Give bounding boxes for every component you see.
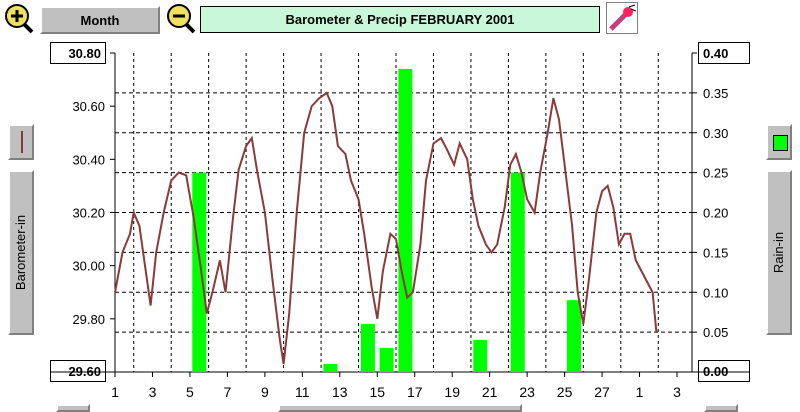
- rain-tick-label: 0.30: [703, 126, 728, 141]
- barometer-line: [114, 91, 658, 365]
- rain-color-swatch[interactable]: [766, 124, 792, 160]
- rain-bar: [398, 68, 413, 372]
- x-tick-label: 13: [332, 384, 348, 400]
- rain-bar-icon: [773, 135, 788, 151]
- x-tick-label: 5: [186, 384, 194, 400]
- x-tick-label: 23: [519, 384, 535, 400]
- barometer-max-value: 30.80: [68, 45, 101, 61]
- barometer-axis-button[interactable]: Barometer-in: [8, 170, 34, 335]
- x-tick-label: 11: [295, 384, 310, 400]
- scroll-left-button[interactable]: [56, 404, 90, 412]
- x-tick-label: 3: [149, 384, 157, 400]
- chart-title-text: Barometer & Precip FEBRUARY 2001: [285, 12, 515, 27]
- barometer-tick-label: 29.80: [72, 312, 105, 327]
- x-tick-label: 19: [444, 384, 460, 400]
- rain-tick-label: 0.15: [703, 245, 728, 260]
- rain-bar: [566, 300, 581, 372]
- chart-title: Barometer & Precip FEBRUARY 2001: [200, 6, 600, 33]
- rain-min-value: 0.00: [703, 363, 729, 379]
- rain-bar: [510, 172, 525, 372]
- rain-bar: [473, 340, 488, 372]
- zoom-in-icon: [5, 4, 34, 34]
- x-tick-label: 25: [557, 384, 573, 400]
- scroll-thumb[interactable]: [278, 404, 522, 412]
- x-tick-label: 1: [636, 384, 644, 400]
- rain-tick-label: 0.35: [703, 86, 728, 101]
- x-tick-label: 1: [111, 384, 119, 400]
- rain-tick-label: 0.05: [703, 325, 728, 340]
- period-label: Month: [80, 12, 120, 28]
- barometer-tick-label: 30.00: [72, 259, 105, 274]
- barometer-color-swatch[interactable]: [8, 124, 34, 160]
- rain-max-value: 0.40: [703, 45, 729, 61]
- barometer-tick-label: 30.60: [72, 99, 105, 114]
- x-tick-label: 21: [482, 384, 498, 400]
- rain-bar: [379, 348, 394, 372]
- rain-tick-label: 0.20: [703, 206, 728, 221]
- rain-bar: [192, 172, 207, 372]
- paint-tool-icon: [609, 4, 637, 31]
- barometer-tick-label: 30.20: [72, 206, 105, 221]
- barometer-min-input[interactable]: 29.60: [50, 360, 106, 382]
- x-tick-label: 3: [673, 384, 681, 400]
- zoom-out-button[interactable]: [164, 2, 196, 34]
- barometer-max-input[interactable]: 30.80: [50, 42, 106, 64]
- zoom-in-button[interactable]: [2, 2, 34, 34]
- rain-min-input[interactable]: 0.00: [698, 360, 750, 382]
- x-tick-label: 27: [594, 384, 610, 400]
- rain-axis-button[interactable]: Rain-in: [766, 170, 792, 335]
- paint-tool-button[interactable]: [606, 2, 638, 34]
- rain-bar: [323, 364, 338, 372]
- barometer-min-value: 29.60: [68, 363, 101, 379]
- rain-max-input[interactable]: 0.40: [698, 42, 750, 64]
- x-tick-label: 15: [369, 384, 385, 400]
- period-month-button[interactable]: Month: [40, 6, 160, 34]
- rain-bar: [360, 324, 375, 372]
- x-tick-label: 17: [407, 384, 423, 400]
- rain-tick-label: 0.25: [703, 166, 728, 181]
- zoom-out-icon: [167, 4, 196, 34]
- scroll-right-button[interactable]: [704, 404, 738, 412]
- barometer-line-icon: [21, 131, 23, 153]
- x-tick-label: 7: [224, 384, 232, 400]
- barometer-tick-label: 30.40: [72, 152, 105, 167]
- x-tick-label: 9: [261, 384, 269, 400]
- rain-tick-label: 0.10: [703, 285, 728, 300]
